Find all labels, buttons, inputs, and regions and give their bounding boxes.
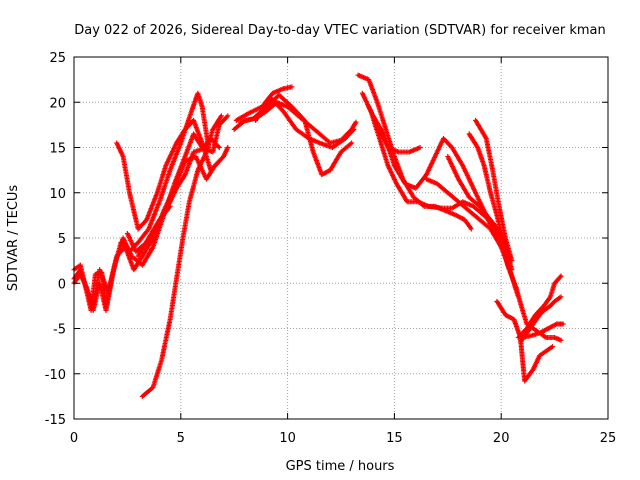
data-point	[225, 145, 231, 150]
series-track-20	[494, 298, 555, 384]
series-track-24	[520, 321, 566, 341]
data-point	[289, 84, 295, 90]
x-tick-label: 0	[70, 431, 78, 446]
axis-ticks: 0 5 10 15 20 25 -15 -10 -5 0 5 10 15 20 25	[45, 51, 617, 446]
series-track-6	[135, 203, 173, 259]
data-point	[558, 337, 564, 343]
data-point	[417, 145, 423, 150]
series-track-10	[238, 92, 355, 178]
y-tick-label: -10	[45, 368, 66, 383]
x-tick-label: 5	[177, 431, 185, 446]
data-point	[225, 113, 231, 119]
y-tick-label: 10	[49, 187, 66, 202]
data-point	[351, 126, 357, 132]
series-track-8	[231, 99, 359, 146]
series-track-18	[466, 131, 515, 273]
data-point	[509, 258, 515, 264]
data-point	[549, 344, 555, 350]
chart-title: Day 022 of 2026, Sidereal Day-to-day VTE…	[74, 23, 606, 38]
y-tick-label: -5	[53, 323, 66, 338]
x-tick-label: 20	[493, 431, 510, 446]
x-tick-label: 15	[386, 431, 403, 446]
y-tick-label: 0	[58, 277, 66, 292]
x-tick-label: 25	[600, 431, 617, 446]
y-tick-label: -15	[45, 413, 66, 428]
data-point	[558, 294, 564, 300]
x-tick-label: 10	[279, 431, 296, 446]
series-track-7	[139, 113, 224, 399]
y-tick-label: 20	[49, 96, 66, 111]
y-tick-label: 25	[49, 51, 66, 66]
data-point	[218, 113, 224, 119]
x-axis-label: GPS time / hours	[286, 459, 395, 474]
series-track-21	[513, 285, 564, 343]
series-track-23	[515, 273, 564, 341]
data-point	[509, 267, 515, 273]
y-tick-label: 15	[49, 142, 66, 157]
data-point	[216, 145, 222, 150]
data-point	[560, 321, 566, 327]
data-markers	[71, 72, 566, 399]
series-track-13	[359, 90, 519, 291]
series-track-9	[233, 84, 295, 123]
data-point	[558, 273, 564, 279]
data-point	[216, 158, 222, 164]
data-point	[468, 226, 474, 232]
data-point	[353, 119, 359, 125]
series-track-11	[253, 95, 357, 150]
y-tick-label: 5	[58, 232, 66, 247]
y-axis-label: SDTVAR / TECUs	[6, 185, 21, 292]
data-point	[349, 140, 355, 146]
series-track-19	[473, 117, 515, 264]
data-point	[557, 274, 563, 280]
grid	[74, 57, 608, 419]
data-point	[167, 203, 173, 209]
